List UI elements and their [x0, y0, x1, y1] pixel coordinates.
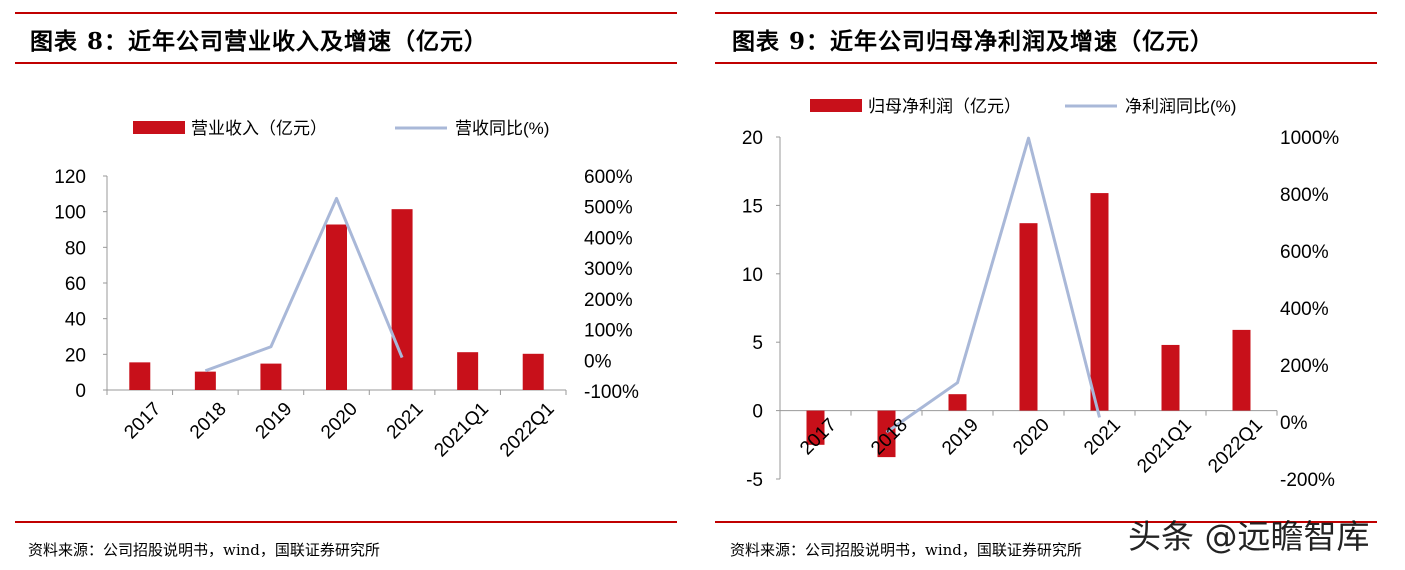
y2-tick-label: 400%	[1280, 299, 1329, 320]
bar	[1019, 223, 1038, 411]
y-tick-label: 0	[752, 402, 763, 423]
bar	[391, 209, 413, 390]
x-tick-label: 2017	[796, 415, 841, 460]
bar	[1232, 329, 1251, 411]
x-tick-label: 2020	[1009, 415, 1054, 460]
bar	[260, 363, 282, 390]
bar	[1090, 193, 1109, 411]
chart-panel-revenue: 图表 8：近年公司营业收入及增速（亿元） 0 20 40 60 80 100 120 -100…	[0, 0, 690, 570]
y2-tick-label: 800%	[1280, 185, 1329, 206]
y2-tick-label: 600%	[1280, 242, 1329, 263]
x-tick-label: 2022Q1	[1204, 415, 1267, 478]
y2-tick-label: -200%	[1280, 470, 1335, 491]
top-rule	[715, 12, 1377, 14]
bar	[522, 353, 544, 390]
chart-title: 图表 9：近年公司归母净利润及增速（亿元）	[732, 28, 1215, 55]
x-tick-label: 2020	[317, 399, 362, 444]
y2-tick-label: 1000%	[1280, 128, 1339, 149]
bottom-rule	[715, 521, 1377, 523]
source-note: 资料来源：公司招股说明书，wind，国联证券研究所	[730, 541, 1082, 559]
x-tick-label: 2021	[1080, 415, 1125, 460]
title-rule	[15, 62, 677, 64]
y2-tick-label: 300%	[584, 259, 633, 280]
x-tick-label: 2022Q1	[496, 399, 559, 462]
revenue-chart: 0 20 40 60 80 100 120 -100% 0% 100% 200% 300% 400% 50…	[54, 119, 639, 462]
y-tick-label: 0	[75, 381, 86, 402]
legend-label-bar: 归母净利润（亿元）	[868, 97, 1021, 116]
x-tick-label: 2018	[186, 399, 231, 444]
legend-label-bar: 营业收入（亿元）	[191, 119, 327, 138]
x-tick-label: 2021	[383, 399, 428, 444]
x-tick-label: 2019	[252, 399, 297, 444]
y2-tick-label: 0%	[584, 351, 612, 372]
y-tick-label: 40	[65, 310, 86, 331]
legend-label-line: 净利润同比(%)	[1125, 97, 1236, 116]
bar	[194, 371, 216, 390]
y2-tick-label: 100%	[584, 321, 633, 342]
x-tick-label: 2021Q1	[1133, 415, 1196, 478]
y-tick-label: 10	[742, 265, 763, 286]
y-tick-label: 120	[54, 167, 86, 188]
y2-tick-label: 200%	[584, 290, 633, 311]
y-tick-label: 80	[65, 238, 86, 259]
y-tick-label: 15	[742, 196, 763, 217]
bar	[326, 224, 347, 390]
y-tick-label: 20	[65, 345, 86, 366]
x-tick-label: 2017	[120, 399, 165, 444]
growth-line	[204, 196, 404, 373]
y-tick-label: 100	[54, 203, 86, 224]
legend-label-line: 营收同比(%)	[455, 119, 549, 138]
y2-tick-label: 0%	[1280, 413, 1308, 434]
bar	[1161, 344, 1180, 411]
bar	[948, 394, 967, 411]
x-tick-label: 2019	[938, 415, 983, 460]
legend-swatch-bar	[810, 99, 862, 112]
chart-title: 图表 8：近年公司营业收入及增速（亿元）	[30, 28, 489, 55]
watermark: 头条 @远瞻智库	[1128, 517, 1370, 556]
y-tick-label: 60	[65, 274, 86, 295]
y2-tick-label: 200%	[1280, 356, 1329, 377]
legend-swatch-bar	[133, 121, 185, 134]
y2-tick-label: 500%	[584, 198, 633, 219]
y2-tick-label: -100%	[584, 382, 639, 403]
bar	[806, 410, 825, 445]
chart-panel-net-profit: 图表 9：近年公司归母净利润及增速（亿元） -5 0 5 10 15 20 -200% 0% 2…	[700, 0, 1405, 570]
top-rule	[15, 12, 677, 14]
y-tick-label: -5	[746, 470, 763, 491]
source-note: 资料来源：公司招股说明书，wind，国联证券研究所	[28, 541, 380, 559]
bar	[457, 352, 479, 390]
title-rule	[715, 62, 1377, 64]
y-tick-label: 5	[752, 333, 763, 354]
bar	[877, 410, 896, 458]
y2-tick-label: 600%	[584, 167, 633, 188]
growth-line	[885, 136, 1101, 434]
x-tick-label: 2021Q1	[430, 399, 493, 462]
bottom-rule	[15, 521, 677, 523]
net-profit-chart: -5 0 5 10 15 20 -200% 0% 200% 400% 600% 800% 1000% 20…	[742, 97, 1339, 491]
y-tick-label: 20	[742, 128, 763, 149]
bar	[129, 362, 151, 390]
y2-tick-label: 400%	[584, 228, 633, 249]
